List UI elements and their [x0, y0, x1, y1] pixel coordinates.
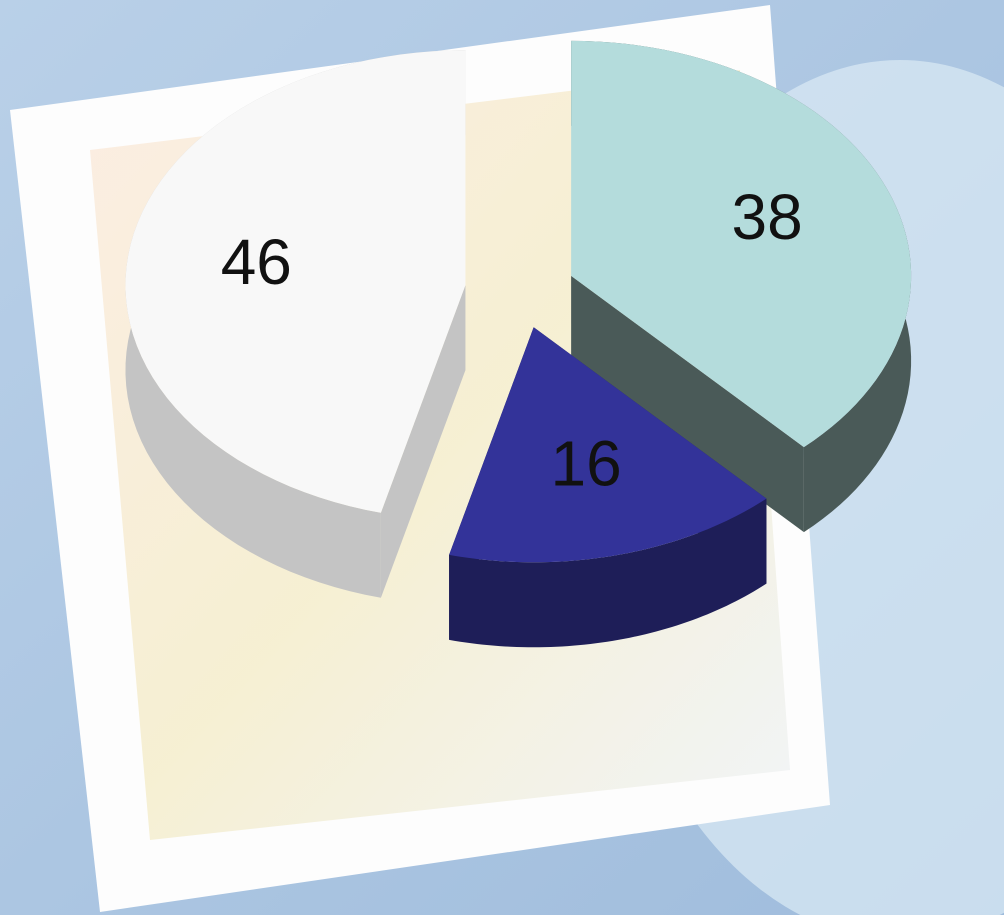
value-label: 38	[732, 181, 803, 253]
value-label: 46	[221, 226, 292, 298]
page: 384616 (() => { const data = JSON.parse(…	[0, 0, 1004, 915]
value-label: 16	[551, 427, 622, 499]
chart: 38 46 16	[0, 0, 1004, 915]
